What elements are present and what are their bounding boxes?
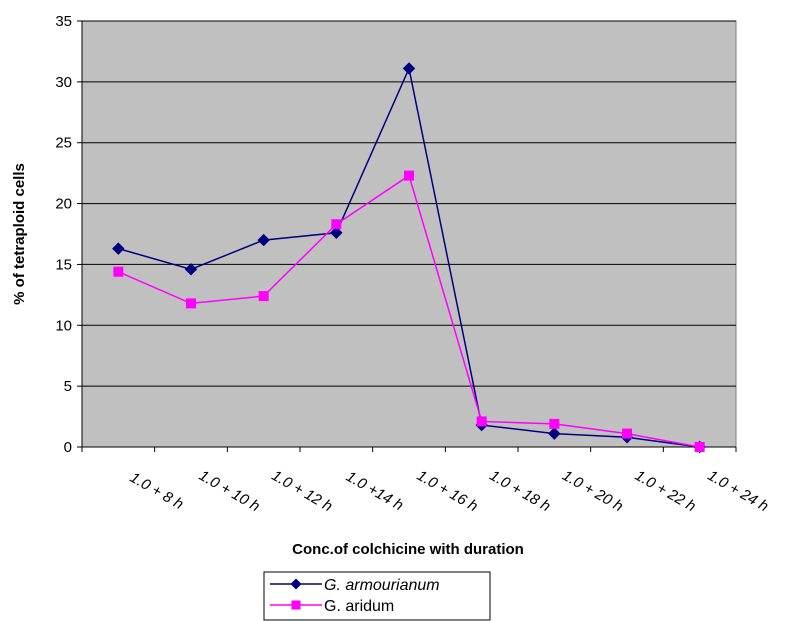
data-point (622, 428, 632, 439)
y-tick-label: 5 (64, 378, 72, 395)
x-tick-label: 1.0 + 12 h (269, 467, 336, 515)
x-axis-ticks: 1.0 + 8 h 1.0 + 10 h 1.0 + 12 h 1.0 +14 h 1.… (81, 447, 772, 515)
data-point (404, 170, 414, 181)
plot-area (81, 20, 737, 448)
series-square (113, 170, 705, 452)
x-tick-label: 1.0 + 18 h (487, 467, 554, 515)
legend: G. armourianum G. aridum (263, 571, 491, 621)
data-point (549, 418, 560, 429)
y-tick-label: 20 (55, 196, 72, 213)
x-tick-label: 1.0 + 22 h (632, 467, 699, 515)
x-tick-label: 1.0 + 24 h (705, 467, 772, 515)
data-point (548, 427, 561, 440)
x-axis-label: Conc.of colchicine with duration (292, 541, 524, 558)
x-tick-label: 1.0 + 20 h (559, 467, 626, 515)
legend-marker (290, 578, 302, 590)
data-point (113, 266, 124, 277)
y-tick-label: 35 (55, 13, 72, 30)
data-point (402, 62, 416, 75)
y-axis-ticks: 0 5 10 15 20 25 30 35 (55, 13, 82, 456)
data-point (184, 263, 198, 276)
y-tick-label: 0 (64, 439, 72, 456)
x-tick-label: 1.0 +14 h (343, 468, 406, 514)
data-point (476, 416, 487, 427)
data-point (694, 442, 705, 452)
legend-label: G. aridum (324, 598, 394, 615)
data-point (330, 226, 343, 239)
y-tick-label: 10 (55, 317, 72, 334)
data-point (258, 291, 269, 302)
data-point (112, 242, 125, 255)
y-tick-label: 15 (55, 256, 72, 273)
data-point (257, 233, 270, 247)
y-axis-label: % of tetraploid cells (11, 163, 28, 305)
legend-box (263, 571, 491, 621)
data-point (186, 298, 196, 309)
x-tick-label: 1.0 + 8 h (127, 469, 186, 513)
data-point (331, 219, 342, 230)
series-layer (112, 62, 706, 454)
y-tick-label: 30 (55, 74, 72, 91)
x-tick-label: 1.0 + 16 h (414, 467, 481, 515)
legend-marker (291, 600, 301, 610)
legend-label: G. armourianum (324, 577, 440, 594)
y-tick-label: 25 (55, 135, 72, 152)
x-tick-label: 1.0 + 10 h (196, 467, 263, 515)
